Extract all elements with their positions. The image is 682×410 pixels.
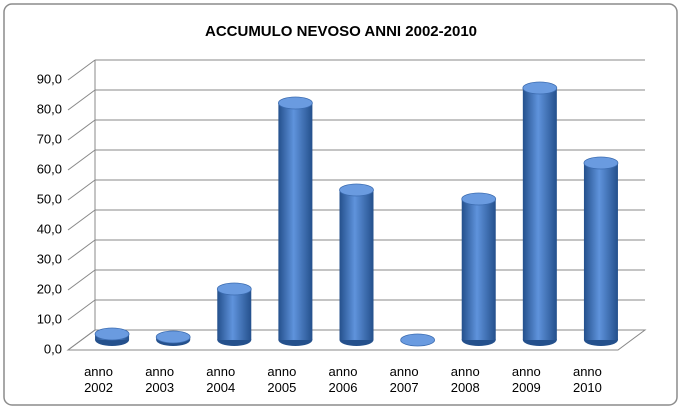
bar (522, 88, 557, 340)
x-tick-label: anno 2006 (328, 364, 358, 395)
y-tick-label: 30,0 (37, 251, 62, 266)
y-tick-label: 0,0 (44, 341, 62, 356)
x-tick-label: anno 2003 (145, 364, 175, 395)
bar-top (522, 81, 558, 95)
grid-line-side (67, 209, 96, 231)
bar (217, 289, 252, 340)
y-tick-label: 50,0 (37, 191, 62, 206)
y-tick-label: 40,0 (37, 221, 62, 236)
x-tick-label: anno 2004 (206, 364, 236, 395)
x-tick-label: anno 2010 (572, 364, 602, 395)
bar (278, 103, 313, 340)
y-tick-label: 90,0 (37, 71, 62, 86)
y-tick-label: 20,0 (37, 281, 62, 296)
grid-line-side (67, 329, 96, 351)
x-tick-label: anno 2009 (511, 364, 541, 395)
bar-top (94, 327, 130, 341)
x-tick-label: anno 2007 (389, 364, 419, 395)
x-tick-label: anno 2008 (450, 364, 480, 395)
x-tick-label: anno 2002 (84, 364, 113, 395)
bar-top (155, 330, 191, 344)
bar (339, 190, 374, 340)
grid-line-side (67, 179, 96, 201)
y-tick-label: 10,0 (37, 311, 62, 326)
grid-line-side (67, 149, 96, 171)
grid-line-side (67, 239, 96, 261)
bar-top (216, 282, 252, 296)
bar-top (583, 156, 619, 170)
bar (461, 199, 496, 340)
bar-top (400, 333, 436, 347)
y-tick-label: 80,0 (37, 101, 62, 116)
x-tick-label: anno 2005 (267, 364, 297, 395)
y-tick-label: 70,0 (37, 131, 62, 146)
bar (583, 163, 618, 340)
y-tick-label: 60,0 (37, 161, 62, 176)
chart-title: ACCUMULO NEVOSO ANNI 2002-2010 (205, 23, 477, 40)
bar-top (339, 183, 374, 197)
grid-line-side (67, 119, 96, 141)
grid-line-side (67, 59, 96, 81)
bar-top (461, 192, 497, 206)
grid-line-side (67, 269, 96, 291)
grid-line-side (67, 299, 96, 321)
grid-line-side (67, 89, 96, 111)
bar-top (277, 96, 313, 110)
